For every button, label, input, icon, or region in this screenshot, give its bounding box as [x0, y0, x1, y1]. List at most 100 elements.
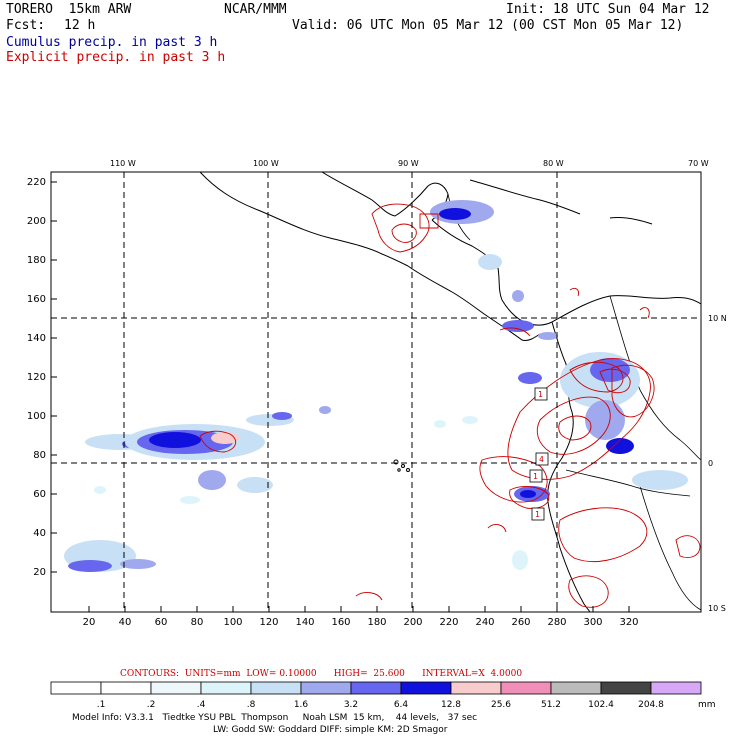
legend-color-box [500, 681, 552, 695]
x-tick-label: 240 [475, 617, 494, 628]
coastline-mexico [199, 172, 409, 267]
coastline-central-america [407, 265, 541, 341]
cumulus-area [538, 332, 558, 340]
cumulus-precip-areas [64, 200, 688, 572]
explicit-contour [599, 368, 631, 394]
x-tick-label: 160 [331, 617, 350, 628]
cumulus-area [478, 254, 502, 270]
x-tick-label: 120 [259, 617, 278, 628]
y-tick-label: 40 [33, 528, 46, 539]
legend-color-box [350, 681, 402, 695]
cumulus-area [512, 290, 524, 302]
y-tick-label: 20 [33, 567, 46, 578]
x-tick-label: 320 [619, 617, 638, 628]
coastline-caribbean [431, 219, 553, 326]
explicit-contour [558, 507, 648, 563]
explicit-precip-contours [199, 203, 701, 608]
explicit-contour [507, 358, 651, 480]
legend-color-box [50, 681, 102, 695]
y-tick-label: 200 [27, 216, 46, 227]
legend-threshold-label: 3.2 [344, 700, 358, 710]
x-tick-label: 200 [403, 617, 422, 628]
explicit-contour [509, 486, 550, 509]
model-title: TORERO 15km ARW [6, 2, 132, 17]
lon-label-90w: 90 W [398, 159, 419, 168]
explicit-contour [487, 524, 507, 533]
legend-threshold-label: .1 [97, 700, 106, 710]
contours-info: CONTOURS: UNITS=mm LOW= 0.10000 HIGH= 25… [120, 669, 523, 679]
legend-color-box [250, 681, 302, 695]
x-tick-label: 40 [119, 617, 132, 628]
galapagos-island [401, 464, 405, 468]
coastline-south-america-north [551, 295, 701, 323]
x-tick-label: 80 [191, 617, 204, 628]
y-tick-label: 180 [27, 255, 46, 266]
legend-threshold-label: 12.8 [441, 700, 461, 710]
forecast-label: Fcst: [6, 18, 46, 33]
organization-label: NCAR/MMM [224, 2, 287, 17]
box-label-frame [535, 452, 549, 466]
legend-threshold-label: .2 [147, 700, 156, 710]
box-label-frame [534, 387, 548, 401]
cumulus-area [585, 400, 625, 440]
x-tick-label: 20 [83, 617, 96, 628]
forecast-hour: 12 h [64, 18, 96, 33]
galapagos-island [406, 468, 410, 472]
x-tick-label: 280 [547, 617, 566, 628]
legend-threshold-label: 1.6 [294, 700, 309, 710]
lon-label-100w: 100 W [253, 159, 279, 168]
lon-label-110w: 110 W [110, 159, 136, 168]
cumulus-area [439, 208, 471, 220]
border-venezuela [609, 295, 701, 461]
coastline-hispaniola [609, 217, 653, 225]
legend-threshold-label: 51.2 [541, 700, 561, 710]
valid-time: Valid: 06 UTC Mon 05 Mar 12 (00 CST Mon … [292, 18, 684, 33]
box-label: 1 [535, 510, 540, 519]
box-label-frame [531, 507, 545, 521]
cumulus-area [198, 470, 226, 490]
cumulus-area [180, 496, 200, 504]
legend-color-box [650, 681, 702, 695]
cumulus-area [319, 406, 331, 414]
legend-color-box [150, 681, 202, 695]
y-tick-label: 140 [27, 333, 46, 344]
cumulus-area [632, 470, 688, 490]
explicit-contour [536, 396, 611, 455]
legend-color-box [600, 681, 652, 695]
cumulus-area [120, 559, 156, 569]
legend-color-box [400, 681, 452, 695]
lat-label-equator: 0 [708, 459, 713, 468]
cumulus-area [237, 477, 273, 493]
legend-threshold-label: 25.6 [491, 700, 511, 710]
x-tick-label: 300 [583, 617, 602, 628]
explicit-contour [568, 575, 609, 608]
lon-label-80w: 80 W [543, 159, 564, 168]
model-info-line2: LW: Godd SW: Goddard DIFF: simple KM: 2D… [213, 725, 448, 735]
legend-threshold-label: 204.8 [638, 700, 664, 710]
cumulus-area [518, 372, 542, 384]
explicit-contour [355, 592, 383, 601]
box-label-frame [529, 469, 543, 483]
legend-color-box [100, 681, 152, 695]
explicit-contour [675, 535, 701, 558]
y-tick-label: 160 [27, 294, 46, 305]
x-tick-label: 60 [155, 617, 168, 628]
explicit-contour [611, 364, 655, 418]
x-tick-label: 180 [367, 617, 386, 628]
box-label: 4 [539, 455, 544, 464]
cumulus-area [512, 550, 528, 570]
explicit-contour [639, 307, 650, 319]
x-tick-label: 260 [511, 617, 530, 628]
explicit-contour [499, 327, 531, 337]
x-tick-label: 220 [439, 617, 458, 628]
lat-label-10n: 10 N [708, 314, 727, 323]
y-tick-label: 220 [27, 177, 46, 188]
cumulus-area [590, 358, 630, 382]
explicit-contour [479, 456, 548, 503]
explicit-contour [419, 213, 439, 229]
cumulus-area [68, 560, 112, 572]
box-label: 1 [533, 472, 538, 481]
explicit-contour [199, 430, 237, 453]
init-time: Init: 18 UTC Sun 04 Mar 12 [506, 2, 710, 17]
coastline-cuba [469, 179, 581, 215]
